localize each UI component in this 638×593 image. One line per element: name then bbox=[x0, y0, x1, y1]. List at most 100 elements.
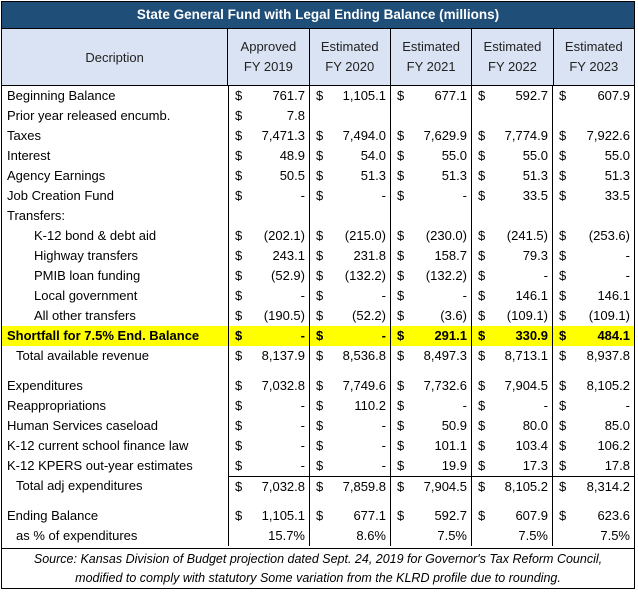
value-cell bbox=[472, 206, 553, 226]
value-cell: $51.3 bbox=[391, 166, 472, 186]
cell-value: 8,937.8 bbox=[586, 348, 630, 363]
source-note: Source: Kansas Division of Budget projec… bbox=[2, 548, 634, 588]
value-cell: $7,922.6 bbox=[553, 126, 634, 146]
header-status: Estimated bbox=[320, 39, 379, 54]
currency-symbol: $ bbox=[478, 328, 486, 343]
value-cell: $ - bbox=[310, 286, 391, 306]
row-label: Ending Balance bbox=[2, 506, 229, 526]
table-row: Agency Earnings $50.5 $51.3 $51.3 $51.3 $51.3 bbox=[2, 166, 634, 186]
header-fy2022: Estimated FY 2022 bbox=[472, 29, 554, 85]
value-cell: 7.5% bbox=[472, 526, 553, 546]
cell-value: - bbox=[300, 458, 305, 473]
cell-value: 623.6 bbox=[597, 508, 630, 523]
cell-value: 7,749.6 bbox=[342, 378, 386, 393]
table-row: Beginning Balance $761.7 $1,105.1 $677.1 $59… bbox=[2, 86, 634, 106]
currency-symbol: $ bbox=[397, 88, 405, 103]
header-description: Decription bbox=[2, 29, 229, 85]
cell-value: 243.1 bbox=[272, 248, 305, 263]
spacer-row bbox=[2, 366, 634, 376]
cell-value: (109.1) bbox=[588, 308, 630, 323]
value-cell: $55.0 bbox=[391, 146, 472, 166]
cell-value: (132.2) bbox=[344, 268, 386, 283]
cell-value: 1,105.1 bbox=[342, 88, 386, 103]
cell-value: 51.3 bbox=[441, 168, 467, 183]
cell-value: (241.5) bbox=[506, 228, 548, 243]
cell-value: 8,497.3 bbox=[423, 348, 467, 363]
currency-symbol: $ bbox=[235, 88, 243, 103]
value-cell: $761.7 bbox=[229, 86, 310, 106]
row-label: Beginning Balance bbox=[2, 86, 229, 106]
value-cell: $ (230.0) bbox=[391, 226, 472, 246]
value-cell: $7,032.8 bbox=[229, 376, 310, 396]
value-cell bbox=[391, 106, 472, 126]
cell-value: 8.6% bbox=[356, 528, 386, 543]
value-cell: $7,749.6 bbox=[310, 376, 391, 396]
currency-symbol: $ bbox=[397, 168, 405, 183]
currency-symbol: $ bbox=[397, 148, 405, 163]
cell-value: (215.0) bbox=[344, 228, 386, 243]
value-cell: $ (52.2) bbox=[310, 306, 391, 326]
currency-symbol: $ bbox=[316, 348, 324, 363]
value-cell: $677.1 bbox=[310, 506, 391, 526]
value-cell: $ (3.6) bbox=[391, 306, 472, 326]
cell-value: - bbox=[300, 438, 305, 453]
value-cell: $330.9 bbox=[472, 326, 553, 346]
currency-symbol: $ bbox=[235, 328, 243, 343]
cell-value: - bbox=[300, 418, 305, 433]
currency-symbol: $ bbox=[397, 348, 405, 363]
value-cell: $ (190.5) bbox=[229, 306, 310, 326]
cell-value: 607.9 bbox=[597, 88, 630, 103]
value-cell: $607.9 bbox=[553, 86, 634, 106]
cell-value: (3.6) bbox=[440, 308, 467, 323]
value-cell: $50.9 bbox=[391, 416, 472, 436]
table-body: Beginning Balance $761.7 $1,105.1 $677.1 $59… bbox=[2, 86, 634, 546]
value-cell: $ - bbox=[391, 396, 472, 416]
row-label: Total adj expenditures bbox=[2, 476, 229, 496]
cell-value: 7,032.8 bbox=[261, 378, 305, 393]
value-cell: $48.9 bbox=[229, 146, 310, 166]
cell-value: - bbox=[625, 268, 630, 283]
currency-symbol: $ bbox=[235, 268, 243, 283]
cell-value: 761.7 bbox=[272, 88, 305, 103]
value-cell: $ - bbox=[553, 246, 634, 266]
value-cell: $8,713.1 bbox=[472, 346, 553, 366]
value-cell: $ - bbox=[229, 186, 310, 206]
currency-symbol: $ bbox=[559, 418, 567, 433]
value-cell: $80.0 bbox=[472, 416, 553, 436]
value-cell: 7.5% bbox=[391, 526, 472, 546]
value-cell: $ - bbox=[472, 396, 553, 416]
currency-symbol: $ bbox=[478, 228, 486, 243]
cell-value: 101.1 bbox=[434, 438, 467, 453]
table-row: Job Creation Fund $ - $ - $ - $33.5 $33.5 bbox=[2, 186, 634, 206]
value-cell: $607.9 bbox=[472, 506, 553, 526]
currency-symbol: $ bbox=[478, 398, 486, 413]
cell-value: - bbox=[462, 398, 467, 413]
currency-symbol: $ bbox=[478, 308, 486, 323]
cell-value: 51.3 bbox=[360, 168, 386, 183]
cell-value: 80.0 bbox=[522, 418, 548, 433]
value-cell: $17.8 bbox=[553, 456, 634, 476]
value-cell: $231.8 bbox=[310, 246, 391, 266]
cell-value: (230.0) bbox=[425, 228, 467, 243]
value-cell: $ (241.5) bbox=[472, 226, 553, 246]
table-row: Interest $48.9 $54.0 $55.0 $55.0 $55.0 bbox=[2, 146, 634, 166]
currency-symbol: $ bbox=[316, 128, 324, 143]
cell-value: 607.9 bbox=[515, 508, 548, 523]
table-row: K-12 KPERS out-year estimates $ - $ - $19.9 $1… bbox=[2, 456, 634, 476]
cell-value: 677.1 bbox=[434, 88, 467, 103]
value-cell: $ - bbox=[310, 416, 391, 436]
currency-symbol: $ bbox=[397, 228, 405, 243]
row-label: Human Services caseload bbox=[2, 416, 229, 436]
value-cell: $ - bbox=[229, 436, 310, 456]
value-cell: $8,937.8 bbox=[553, 346, 634, 366]
currency-symbol: $ bbox=[316, 398, 324, 413]
value-cell bbox=[310, 206, 391, 226]
header-fy2020: Estimated FY 2020 bbox=[310, 29, 391, 85]
header-fy2019: Approved FY 2019 bbox=[228, 29, 310, 85]
value-cell: $ - bbox=[553, 266, 634, 286]
currency-symbol: $ bbox=[478, 268, 486, 283]
header-year: FY 2019 bbox=[243, 59, 293, 74]
currency-symbol: $ bbox=[397, 308, 405, 323]
value-cell: 7.5% bbox=[553, 526, 634, 546]
value-cell: $ - bbox=[391, 186, 472, 206]
